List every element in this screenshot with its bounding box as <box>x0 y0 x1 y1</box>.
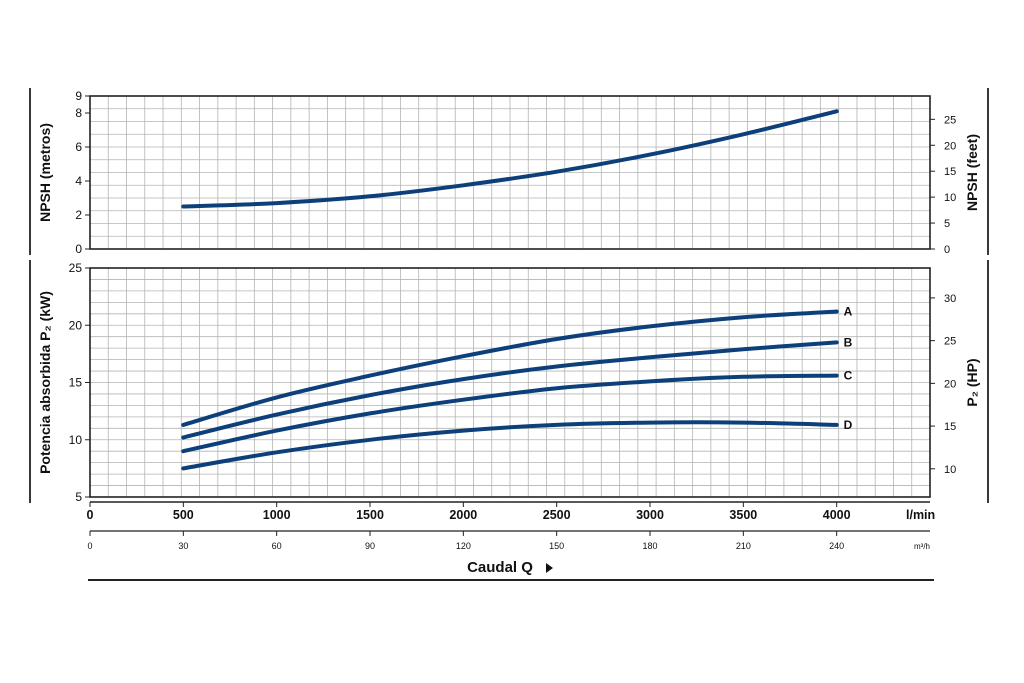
y-tick-label-right: 10 <box>944 192 956 204</box>
y-tick-label-left: 8 <box>75 106 82 120</box>
y-tick-label-right: 30 <box>944 293 956 305</box>
y-tick-label-right: 0 <box>944 244 950 256</box>
y-tick-label-left: 15 <box>69 376 83 390</box>
y-tick-label-left: 10 <box>69 433 83 447</box>
y-tick-label-left: 25 <box>69 261 83 275</box>
right-arrow-icon <box>546 563 553 573</box>
x-tick-label-m3h: 120 <box>456 541 471 551</box>
y-axis-title-left: Potencia absorbida P₂ (kW) <box>37 291 53 474</box>
y-tick-label-left: 4 <box>75 174 82 188</box>
curve-label-D: D <box>844 418 853 432</box>
y-tick-label-right: 5 <box>944 218 950 230</box>
y-tick-label-right: 20 <box>944 140 956 152</box>
x-tick-label-lmin: 3000 <box>636 508 664 522</box>
x-tick-label-lmin: 1500 <box>356 508 384 522</box>
y-tick-label-left: 9 <box>75 89 82 103</box>
curve-line-A <box>181 309 839 427</box>
x-tick-label-m3h: 150 <box>549 541 564 551</box>
x-tick-label-m3h: 0 <box>87 541 92 551</box>
x-tick-label-lmin: 3500 <box>729 508 757 522</box>
y-axis-title-right: P₂ (HP) <box>964 358 980 406</box>
power-panel: 5 10 15 20 25 10 15 20 25 30 Potencia absorbida P₂… <box>29 260 989 504</box>
curve-line-D <box>181 420 839 471</box>
curve-label-B: B <box>844 335 853 349</box>
y-axis-title-left: NPSH (metros) <box>37 123 53 222</box>
x-tick-label-m3h: 60 <box>272 541 282 551</box>
y-tick-label-right: 10 <box>944 464 956 476</box>
curve-line-B <box>181 340 839 440</box>
curve-label-C: C <box>844 369 853 383</box>
x-tick-label-lmin: 500 <box>173 508 194 522</box>
x-tick-label-m3h: 240 <box>829 541 844 551</box>
x-tick-label-lmin: 1000 <box>263 508 291 522</box>
curve-line-C <box>181 373 839 454</box>
x-axis-title: Caudal Q <box>467 559 533 576</box>
curve-label-A: A <box>844 305 853 319</box>
y-tick-label-right: 20 <box>944 378 956 390</box>
x-tick-label-lmin: 0 <box>87 508 94 522</box>
y-tick-label-left: 2 <box>75 208 82 222</box>
y-tick-label-left: 6 <box>75 140 82 154</box>
x-unit-m3h: m³/h <box>914 542 930 551</box>
x-tick-label-m3h: 210 <box>736 541 751 551</box>
y-tick-label-left: 0 <box>75 242 82 256</box>
curve-line <box>181 109 839 209</box>
x-tick-label-lmin: 2500 <box>543 508 571 522</box>
x-tick-label-m3h: 30 <box>178 541 188 551</box>
y-tick-label-right: 15 <box>944 166 956 178</box>
x-tick-label-m3h: 90 <box>365 541 375 551</box>
y-axis-title-right: NPSH (feet) <box>964 134 980 211</box>
x-unit-lmin: l/min <box>906 508 935 522</box>
x-tick-label-lmin: 4000 <box>823 508 851 522</box>
y-tick-label-right: 15 <box>944 421 956 433</box>
y-tick-label-left: 20 <box>69 318 83 332</box>
plot-frame <box>89 95 931 250</box>
x-tick-label-lmin: 2000 <box>449 508 477 522</box>
y-tick-label-right: 25 <box>944 336 956 348</box>
x-axes: 0 500 1000 1500 2000 2500 3000 3500 4000 l/min 0 30… <box>87 501 935 581</box>
npsh-panel: 0 2 4 6 8 9 0 5 10 15 20 25 NPSH (metros) NPSH (feet) <box>29 88 989 256</box>
y-tick-label-left: 5 <box>75 490 82 504</box>
y-tick-label-right: 25 <box>944 114 956 126</box>
x-tick-label-m3h: 180 <box>642 541 657 551</box>
